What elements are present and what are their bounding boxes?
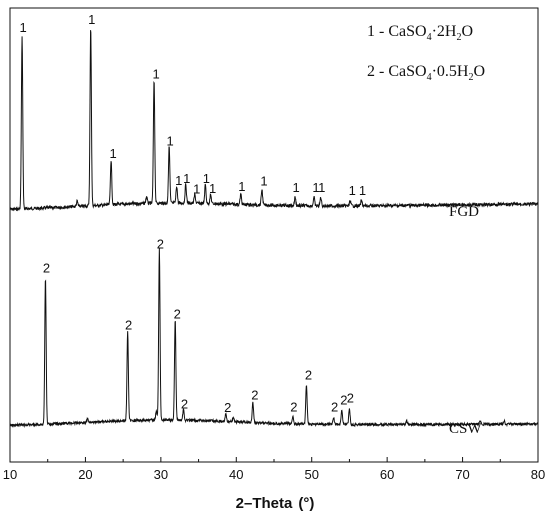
- peak-label: 1: [349, 183, 356, 198]
- peak-label: 1: [318, 180, 325, 195]
- peak-label: 1: [293, 180, 300, 195]
- x-tick-label: 50: [304, 467, 318, 482]
- peak-label: 2: [174, 307, 181, 322]
- x-tick-label: 40: [229, 467, 243, 482]
- peak-label: 1: [312, 180, 319, 195]
- series-layer: [9, 30, 539, 428]
- peak-label: 2: [181, 397, 188, 412]
- peak-label: 1: [19, 20, 26, 35]
- legend-entry-1: 1 - CaSO4·2H2O: [367, 23, 473, 43]
- x-tick-label: 80: [531, 467, 545, 482]
- series-line-fgd: [9, 30, 539, 212]
- x-tick-label: 10: [3, 467, 17, 482]
- series-line-csw: [9, 248, 539, 428]
- peak-label: 1: [260, 174, 267, 189]
- peak-label: 2: [125, 318, 132, 333]
- x-axis-ticks: 10 20 30 40 50 60 70 80: [3, 457, 545, 482]
- peak-label: 1: [167, 133, 174, 148]
- x-axis-title: 2–Theta (°): [236, 495, 315, 512]
- x-tick-label: 20: [78, 467, 92, 482]
- peak-label: 2: [251, 387, 258, 402]
- peak-label: 1: [88, 12, 95, 27]
- peak-label: 1: [209, 181, 216, 196]
- peak-label: 2: [347, 391, 354, 406]
- peak-label: 2: [340, 392, 347, 407]
- legend: 1 - CaSO4·2H2O 2 - CaSO4·0.5H2O: [367, 23, 485, 83]
- peak-label: 1: [193, 181, 200, 196]
- peak-label: 2: [157, 236, 164, 251]
- peak-label: 1: [359, 183, 366, 198]
- peak-label: 1: [183, 171, 190, 186]
- x-tick-label: 60: [380, 467, 394, 482]
- peak-label: 1: [109, 146, 116, 161]
- series-label-csw: CSW: [449, 421, 482, 437]
- peak-label: 2: [290, 400, 297, 415]
- legend-key-1: 1: [367, 23, 375, 40]
- peak-label: 2: [305, 367, 312, 382]
- peak-label: 1: [175, 173, 182, 188]
- peak-label: 2: [224, 400, 231, 415]
- series-label-fgd: FGD: [449, 204, 479, 220]
- peak-label: 2: [43, 260, 50, 275]
- peak-label: 1: [203, 171, 210, 186]
- peak-label: 1: [238, 179, 245, 194]
- peak-label: 2: [331, 400, 338, 415]
- legend-entry-2: 2 - CaSO4·0.5H2O: [367, 63, 485, 83]
- legend-key-2: 2: [367, 63, 375, 80]
- x-tick-label: 30: [154, 467, 168, 482]
- x-tick-label: 70: [455, 467, 469, 482]
- peak-label: 1: [152, 67, 159, 82]
